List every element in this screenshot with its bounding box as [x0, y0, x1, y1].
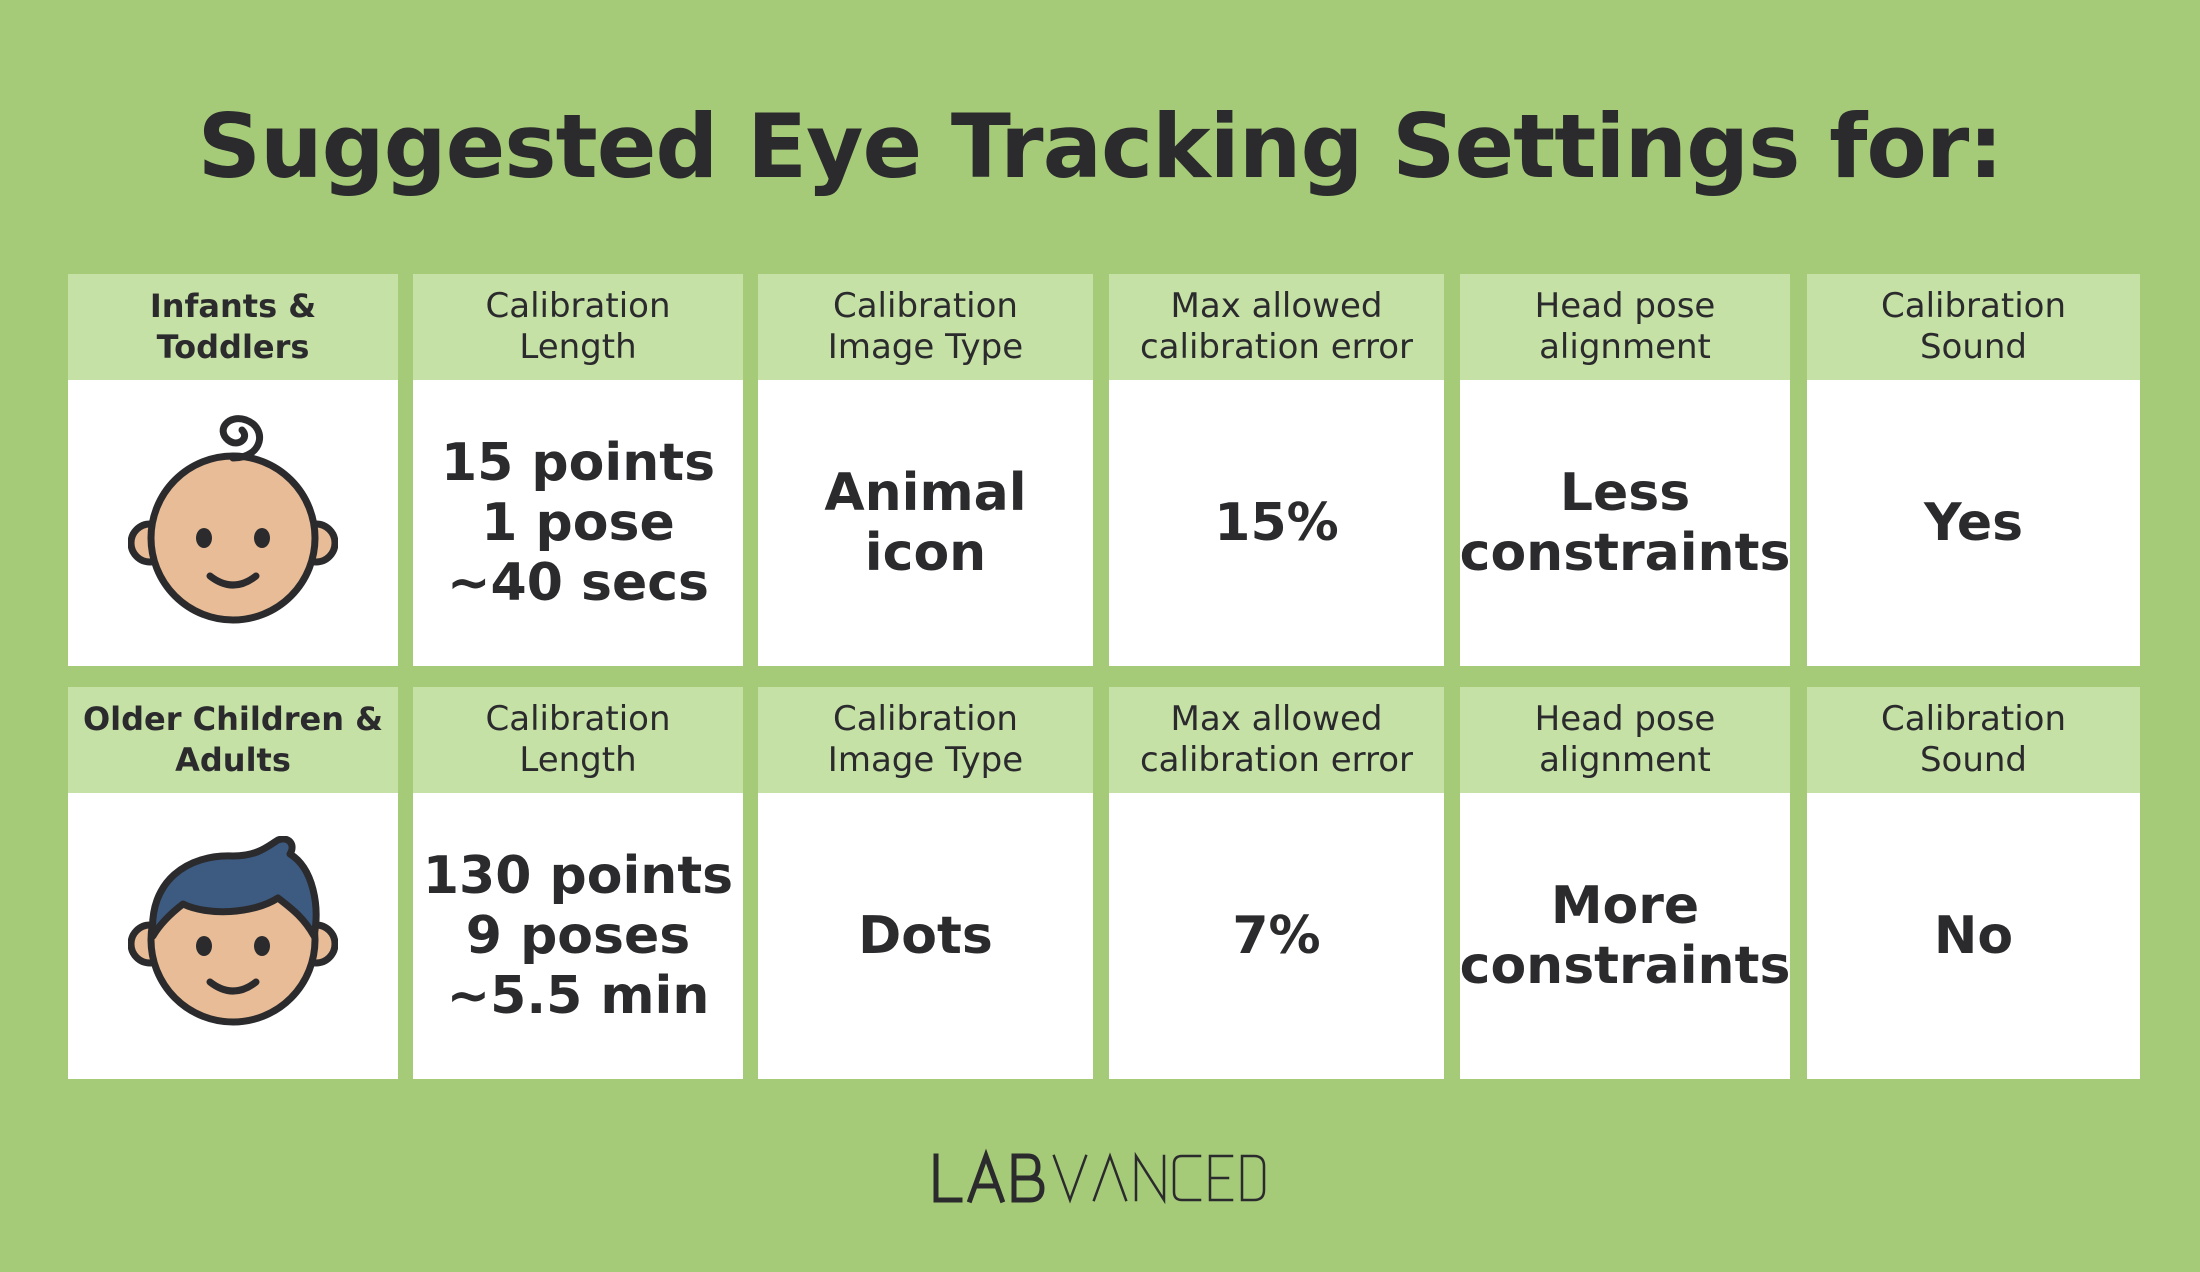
head-pose-value: More constraints	[1460, 793, 1790, 1079]
calibration-image-type-card: Calibration Image Type Animal icon	[758, 274, 1093, 666]
head-pose-header: Head pose alignment	[1460, 687, 1790, 793]
calibration-image-type-header: Calibration Image Type	[758, 274, 1093, 380]
head-pose-card: Head pose alignment Less constraints	[1460, 274, 1790, 666]
calibration-length-card: Calibration Length 130 points 9 poses ~5…	[413, 687, 743, 1079]
calibration-sound-card: Calibration Sound No	[1807, 687, 2140, 1079]
calibration-length-header: Calibration Length	[413, 274, 743, 380]
group-card: Infants & Toddlers	[68, 274, 398, 666]
settings-row-infants: Infants & Toddlers Calibration Length 15…	[0, 274, 2200, 666]
group-label: Older Children & Adults	[68, 687, 398, 793]
calibration-image-type-card: Calibration Image Type Dots	[758, 687, 1093, 1079]
group-icon-cell	[68, 380, 398, 666]
calibration-error-header: Max allowed calibration error	[1109, 687, 1444, 793]
baby-face-icon	[128, 415, 338, 624]
calibration-image-type-value: Animal icon	[758, 380, 1093, 666]
child-face-icon	[128, 836, 338, 1026]
calibration-error-card: Max allowed calibration error 15%	[1109, 274, 1444, 666]
calibration-length-value: 130 points 9 poses ~5.5 min	[413, 793, 743, 1079]
calibration-error-card: Max allowed calibration error 7%	[1109, 687, 1444, 1079]
calibration-error-header: Max allowed calibration error	[1109, 274, 1444, 380]
calibration-sound-value: No	[1807, 793, 2140, 1079]
head-pose-card: Head pose alignment More constraints	[1460, 687, 1790, 1079]
calibration-sound-value: Yes	[1807, 380, 2140, 666]
calibration-sound-card: Calibration Sound Yes	[1807, 274, 2140, 666]
group-label: Infants & Toddlers	[68, 274, 398, 380]
calibration-error-value: 15%	[1109, 380, 1444, 666]
labvanced-logo	[0, 1148, 2200, 1212]
calibration-sound-header: Calibration Sound	[1807, 274, 2140, 380]
labvanced-logo-mark	[933, 1148, 1266, 1205]
settings-row-adults: Older Children & Adults Calibration Leng…	[0, 687, 2200, 1079]
calibration-length-card: Calibration Length 15 points 1 pose ~40 …	[413, 274, 743, 666]
calibration-length-header: Calibration Length	[413, 687, 743, 793]
calibration-length-value: 15 points 1 pose ~40 secs	[413, 380, 743, 666]
group-icon-cell	[68, 793, 398, 1079]
page-title: Suggested Eye Tracking Settings for:	[197, 95, 2004, 198]
calibration-image-type-header: Calibration Image Type	[758, 687, 1093, 793]
group-card: Older Children & Adults	[68, 687, 398, 1079]
head-pose-value: Less constraints	[1460, 380, 1790, 666]
calibration-sound-header: Calibration Sound	[1807, 687, 2140, 793]
calibration-error-value: 7%	[1109, 793, 1444, 1079]
calibration-image-type-value: Dots	[758, 793, 1093, 1079]
head-pose-header: Head pose alignment	[1460, 274, 1790, 380]
